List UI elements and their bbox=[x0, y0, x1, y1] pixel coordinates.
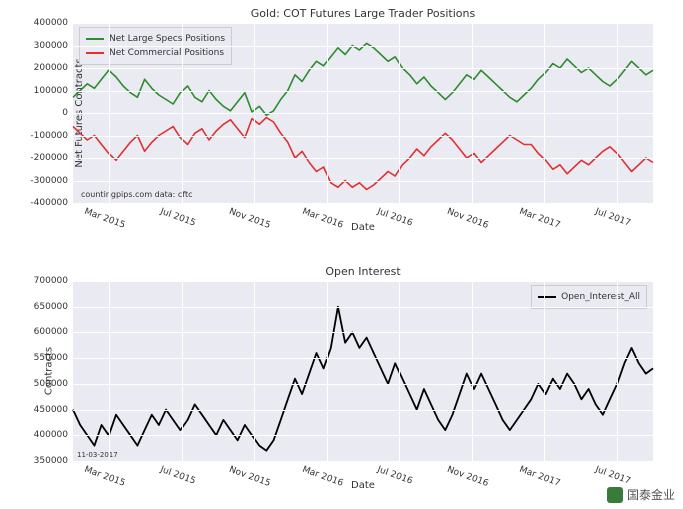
grid-line bbox=[472, 281, 473, 461]
x-tick-label: Mar 2017 bbox=[518, 203, 563, 231]
x-tick-label: Nov 2016 bbox=[445, 203, 491, 231]
y-tick-label: -100000 bbox=[30, 131, 73, 141]
x-tick-label: Jul 2015 bbox=[159, 461, 198, 487]
watermark-logo-icon bbox=[607, 487, 623, 503]
grid-line bbox=[109, 281, 110, 461]
y-tick-label: 100000 bbox=[34, 86, 73, 96]
legend-label: Net Commercial Positions bbox=[109, 46, 224, 60]
series-line bbox=[73, 307, 653, 451]
y-tick-label: 400000 bbox=[34, 18, 73, 28]
chart1-xlabel: Date bbox=[351, 222, 375, 233]
grid-line bbox=[327, 281, 328, 461]
y-tick-label: 550000 bbox=[34, 353, 73, 363]
chart2-title: Open Interest bbox=[325, 265, 400, 278]
y-tick-label: -200000 bbox=[30, 153, 73, 163]
y-tick-label: 500000 bbox=[34, 379, 73, 389]
grid-line bbox=[472, 23, 473, 203]
grid-line bbox=[73, 113, 653, 114]
chart2-legend: Open_Interest_All bbox=[531, 285, 647, 309]
legend-swatch bbox=[538, 296, 556, 298]
grid-line bbox=[73, 384, 653, 385]
grid-line bbox=[399, 23, 400, 203]
y-tick-label: 700000 bbox=[34, 276, 73, 286]
y-tick-label: 450000 bbox=[34, 405, 73, 415]
grid-line bbox=[73, 91, 653, 92]
chart2-xlabel: Date bbox=[351, 480, 375, 491]
legend-swatch bbox=[86, 52, 104, 54]
legend-item: Net Large Specs Positions bbox=[86, 32, 225, 46]
x-tick-label: Jul 2017 bbox=[594, 203, 633, 229]
chart1-title: Gold: COT Futures Large Trader Positions bbox=[251, 7, 475, 20]
x-tick-label: Nov 2015 bbox=[228, 461, 274, 489]
grid-line bbox=[73, 136, 653, 137]
grid-line bbox=[327, 23, 328, 203]
grid-line bbox=[73, 281, 653, 282]
legend-label: Net Large Specs Positions bbox=[109, 32, 225, 46]
grid-line bbox=[73, 461, 653, 462]
grid-line bbox=[73, 46, 653, 47]
watermark-text: 国泰金业 bbox=[627, 486, 675, 503]
x-tick-label: Jul 2016 bbox=[376, 461, 415, 487]
chart-cot-positions: Gold: COT Futures Large Trader Positions… bbox=[72, 22, 654, 204]
grid-line bbox=[109, 23, 110, 203]
y-tick-label: 300000 bbox=[34, 41, 73, 51]
y-tick-label: 400000 bbox=[34, 430, 73, 440]
grid-line bbox=[73, 23, 653, 24]
figure: Gold: COT Futures Large Trader Positions… bbox=[0, 0, 683, 509]
legend-label: Open_Interest_All bbox=[561, 290, 640, 304]
x-tick-label: Mar 2016 bbox=[301, 461, 346, 489]
y-tick-label: 200000 bbox=[34, 63, 73, 73]
grid-line bbox=[73, 68, 653, 69]
grid-line bbox=[73, 307, 653, 308]
grid-line bbox=[73, 358, 653, 359]
grid-line bbox=[617, 281, 618, 461]
grid-line bbox=[73, 435, 653, 436]
legend-item: Open_Interest_All bbox=[538, 290, 640, 304]
x-tick-label: Nov 2015 bbox=[228, 203, 274, 231]
watermark: 国泰金业 bbox=[607, 486, 675, 503]
legend-swatch bbox=[86, 38, 104, 40]
series-line bbox=[73, 118, 653, 190]
y-tick-label: 650000 bbox=[34, 302, 73, 312]
legend-item: Net Commercial Positions bbox=[86, 46, 225, 60]
y-tick-label: 350000 bbox=[34, 456, 73, 466]
grid-line bbox=[182, 281, 183, 461]
grid-line bbox=[73, 332, 653, 333]
x-tick-label: Mar 2017 bbox=[518, 461, 563, 489]
grid-line bbox=[254, 23, 255, 203]
x-tick-label: Mar 2015 bbox=[83, 461, 128, 489]
grid-line bbox=[73, 158, 653, 159]
x-tick-label: Mar 2015 bbox=[83, 203, 128, 231]
grid-line bbox=[73, 410, 653, 411]
grid-line bbox=[254, 281, 255, 461]
x-tick-label: Jul 2016 bbox=[376, 203, 415, 229]
grid-line bbox=[399, 281, 400, 461]
grid-line bbox=[544, 23, 545, 203]
x-tick-label: Jul 2017 bbox=[594, 461, 633, 487]
y-tick-label: -400000 bbox=[30, 198, 73, 208]
grid-line bbox=[182, 23, 183, 203]
grid-line bbox=[544, 281, 545, 461]
x-tick-label: Mar 2016 bbox=[301, 203, 346, 231]
chart-open-interest: Open Interest Contracts Date 11-03-2017 … bbox=[72, 280, 654, 462]
grid-line bbox=[73, 181, 653, 182]
grid-line bbox=[617, 23, 618, 203]
x-tick-label: Nov 2016 bbox=[445, 461, 491, 489]
x-tick-label: Jul 2015 bbox=[159, 203, 198, 229]
y-tick-label: 600000 bbox=[34, 327, 73, 337]
y-tick-label: 0 bbox=[62, 108, 73, 118]
grid-line bbox=[73, 203, 653, 204]
y-tick-label: -300000 bbox=[30, 176, 73, 186]
